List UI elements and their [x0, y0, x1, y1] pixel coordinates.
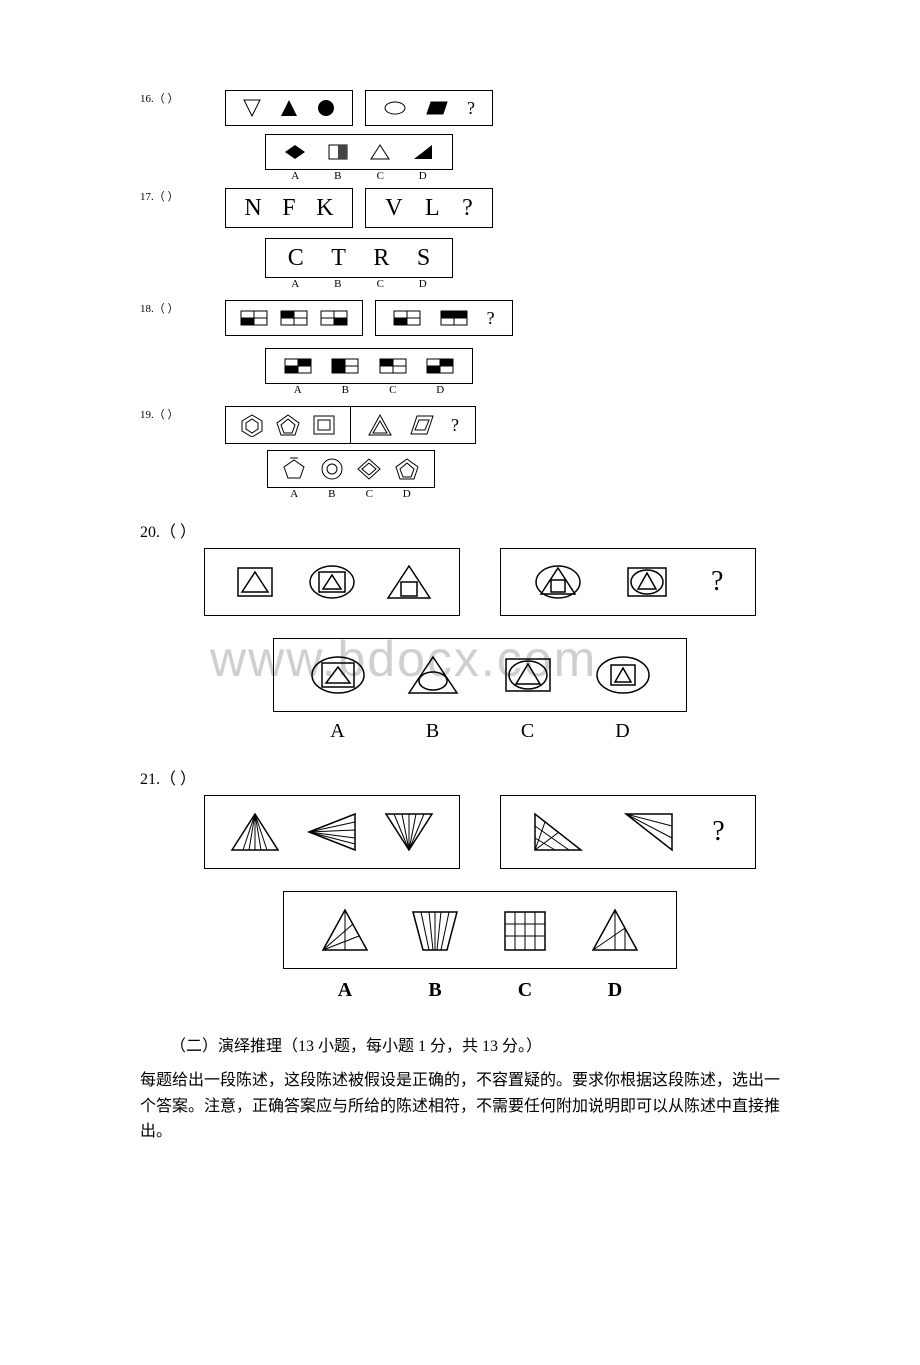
- q18-number: 18.（ ）: [140, 300, 195, 316]
- circle-filled-icon: [314, 98, 338, 118]
- q18-ans-d-icon: [426, 358, 454, 374]
- q20-s2-icon: [307, 562, 357, 602]
- q17-opt-c: C: [359, 278, 402, 290]
- inv-triangle-icon: [240, 98, 264, 118]
- q16-number: 16.（ ）: [140, 90, 195, 106]
- question-18: 18.（ ） ?: [140, 300, 780, 396]
- q19-opt-c: C: [351, 488, 389, 500]
- q21-ans-c-icon: [497, 906, 553, 954]
- question-21: 21.（ ）: [140, 765, 780, 789]
- question-17: 17.（ ） N F K V L ? C T: [140, 188, 780, 290]
- question-20: 20.（ ）: [140, 518, 780, 542]
- q17-opt-a: A: [274, 278, 317, 290]
- q19-ans-d-icon: [394, 457, 420, 481]
- q21-s5-icon: [622, 810, 676, 854]
- q17-f: F: [282, 195, 295, 222]
- q20-ans-b-icon: [403, 653, 463, 697]
- question-16: 16.（ ） ?: [140, 90, 780, 182]
- q21-s2-icon: [305, 810, 359, 854]
- section-heading: （二）演绎推理（13 小题，每小题 1 分，共 13 分。）: [170, 1032, 780, 1056]
- q17-c: C: [288, 245, 304, 272]
- q20-opt-b: B: [385, 720, 480, 743]
- q21-ans-b-icon: [407, 906, 463, 954]
- q16-qmark: ?: [467, 98, 475, 119]
- section-description: 每题给出一段陈述，这段陈述被假设是正确的，不容置疑的。要求你根据这段陈述，选出一…: [140, 1068, 780, 1145]
- q16-opt-d: D: [402, 170, 445, 182]
- parallelogram-filled-icon: [425, 98, 449, 118]
- q21-s4-icon: [531, 810, 585, 854]
- q20-ans-d-icon: [593, 653, 653, 697]
- q18-opt-c: C: [369, 384, 417, 396]
- q18-opt-a: A: [274, 384, 322, 396]
- q20-number: 20.（ ）: [140, 518, 210, 542]
- q19-qmark: ?: [451, 415, 459, 436]
- q21-number: 21.（ ）: [140, 765, 210, 789]
- q17-k: K: [316, 195, 333, 222]
- q18-ans-c-icon: [379, 358, 407, 374]
- grid-c-icon: [320, 310, 348, 326]
- q21-ans-d-icon: [587, 906, 643, 954]
- q20-s1-icon: [230, 562, 280, 602]
- q19-ans-c-icon: [356, 457, 382, 481]
- q17-opt-d: D: [402, 278, 445, 290]
- q21-opt-b: B: [390, 979, 480, 1002]
- grid-d-icon: [393, 310, 421, 326]
- question-19: 19.（ ） ?: [140, 406, 780, 500]
- q18-opt-d: D: [417, 384, 465, 396]
- q16-opt-b: B: [317, 170, 360, 182]
- q18-opt-b: B: [322, 384, 370, 396]
- q21-qmark: ?: [712, 816, 724, 848]
- nest-para-icon: [409, 413, 435, 437]
- q16-opt-a: A: [274, 170, 317, 182]
- nest-tri-icon: [367, 413, 393, 437]
- q19-ans-b-icon: [319, 457, 345, 481]
- q20-ans-a-icon: [308, 653, 368, 697]
- nest-hex-icon: [239, 413, 265, 437]
- q17-opt-b: B: [317, 278, 360, 290]
- diamond-filled-icon: [283, 143, 307, 161]
- q17-qmark: ?: [462, 195, 473, 222]
- q19-opt-a: A: [276, 488, 314, 500]
- q20-qmark: ?: [711, 566, 723, 598]
- q16-opt-c: C: [359, 170, 402, 182]
- half-square-icon: [326, 143, 350, 161]
- grid-a-icon: [240, 310, 268, 326]
- nest-sq-icon: [311, 413, 337, 437]
- q21-opt-a: A: [300, 979, 390, 1002]
- q17-n: N: [244, 195, 261, 222]
- q19-opt-d: D: [388, 488, 426, 500]
- q21-s3-icon: [382, 810, 436, 854]
- triangle-filled-icon: [277, 98, 301, 118]
- q20-s5-icon: [622, 562, 672, 602]
- q19-opt-b: B: [313, 488, 351, 500]
- triangle-outline-icon: [368, 143, 392, 161]
- ellipse-icon: [383, 98, 407, 118]
- q17-t: T: [331, 245, 346, 272]
- q20-s3-icon: [384, 562, 434, 602]
- q17-number: 17.（ ）: [140, 188, 195, 204]
- q21-opt-c: C: [480, 979, 570, 1002]
- right-tri-filled-icon: [411, 143, 435, 161]
- q17-s: S: [417, 245, 430, 272]
- q21-s1-icon: [228, 810, 282, 854]
- q20-opt-a: A: [290, 720, 385, 743]
- q18-ans-b-icon: [331, 358, 359, 374]
- q20-opt-c: C: [480, 720, 575, 743]
- grid-b-icon: [280, 310, 308, 326]
- q18-ans-a-icon: [284, 358, 312, 374]
- q19-number: 19.（ ）: [140, 406, 195, 422]
- q17-r: R: [373, 245, 389, 272]
- nest-pent-icon: [275, 413, 301, 437]
- q17-v: V: [385, 195, 402, 222]
- q21-opt-d: D: [570, 979, 660, 1002]
- grid-e-icon: [440, 310, 468, 326]
- q18-qmark: ?: [487, 308, 495, 329]
- q21-ans-a-icon: [317, 906, 373, 954]
- q20-s4-icon: [533, 562, 583, 602]
- q19-ans-a-icon: [281, 457, 307, 481]
- q17-l: L: [425, 195, 440, 222]
- q20-ans-c-icon: [498, 653, 558, 697]
- q20-opt-d: D: [575, 720, 670, 743]
